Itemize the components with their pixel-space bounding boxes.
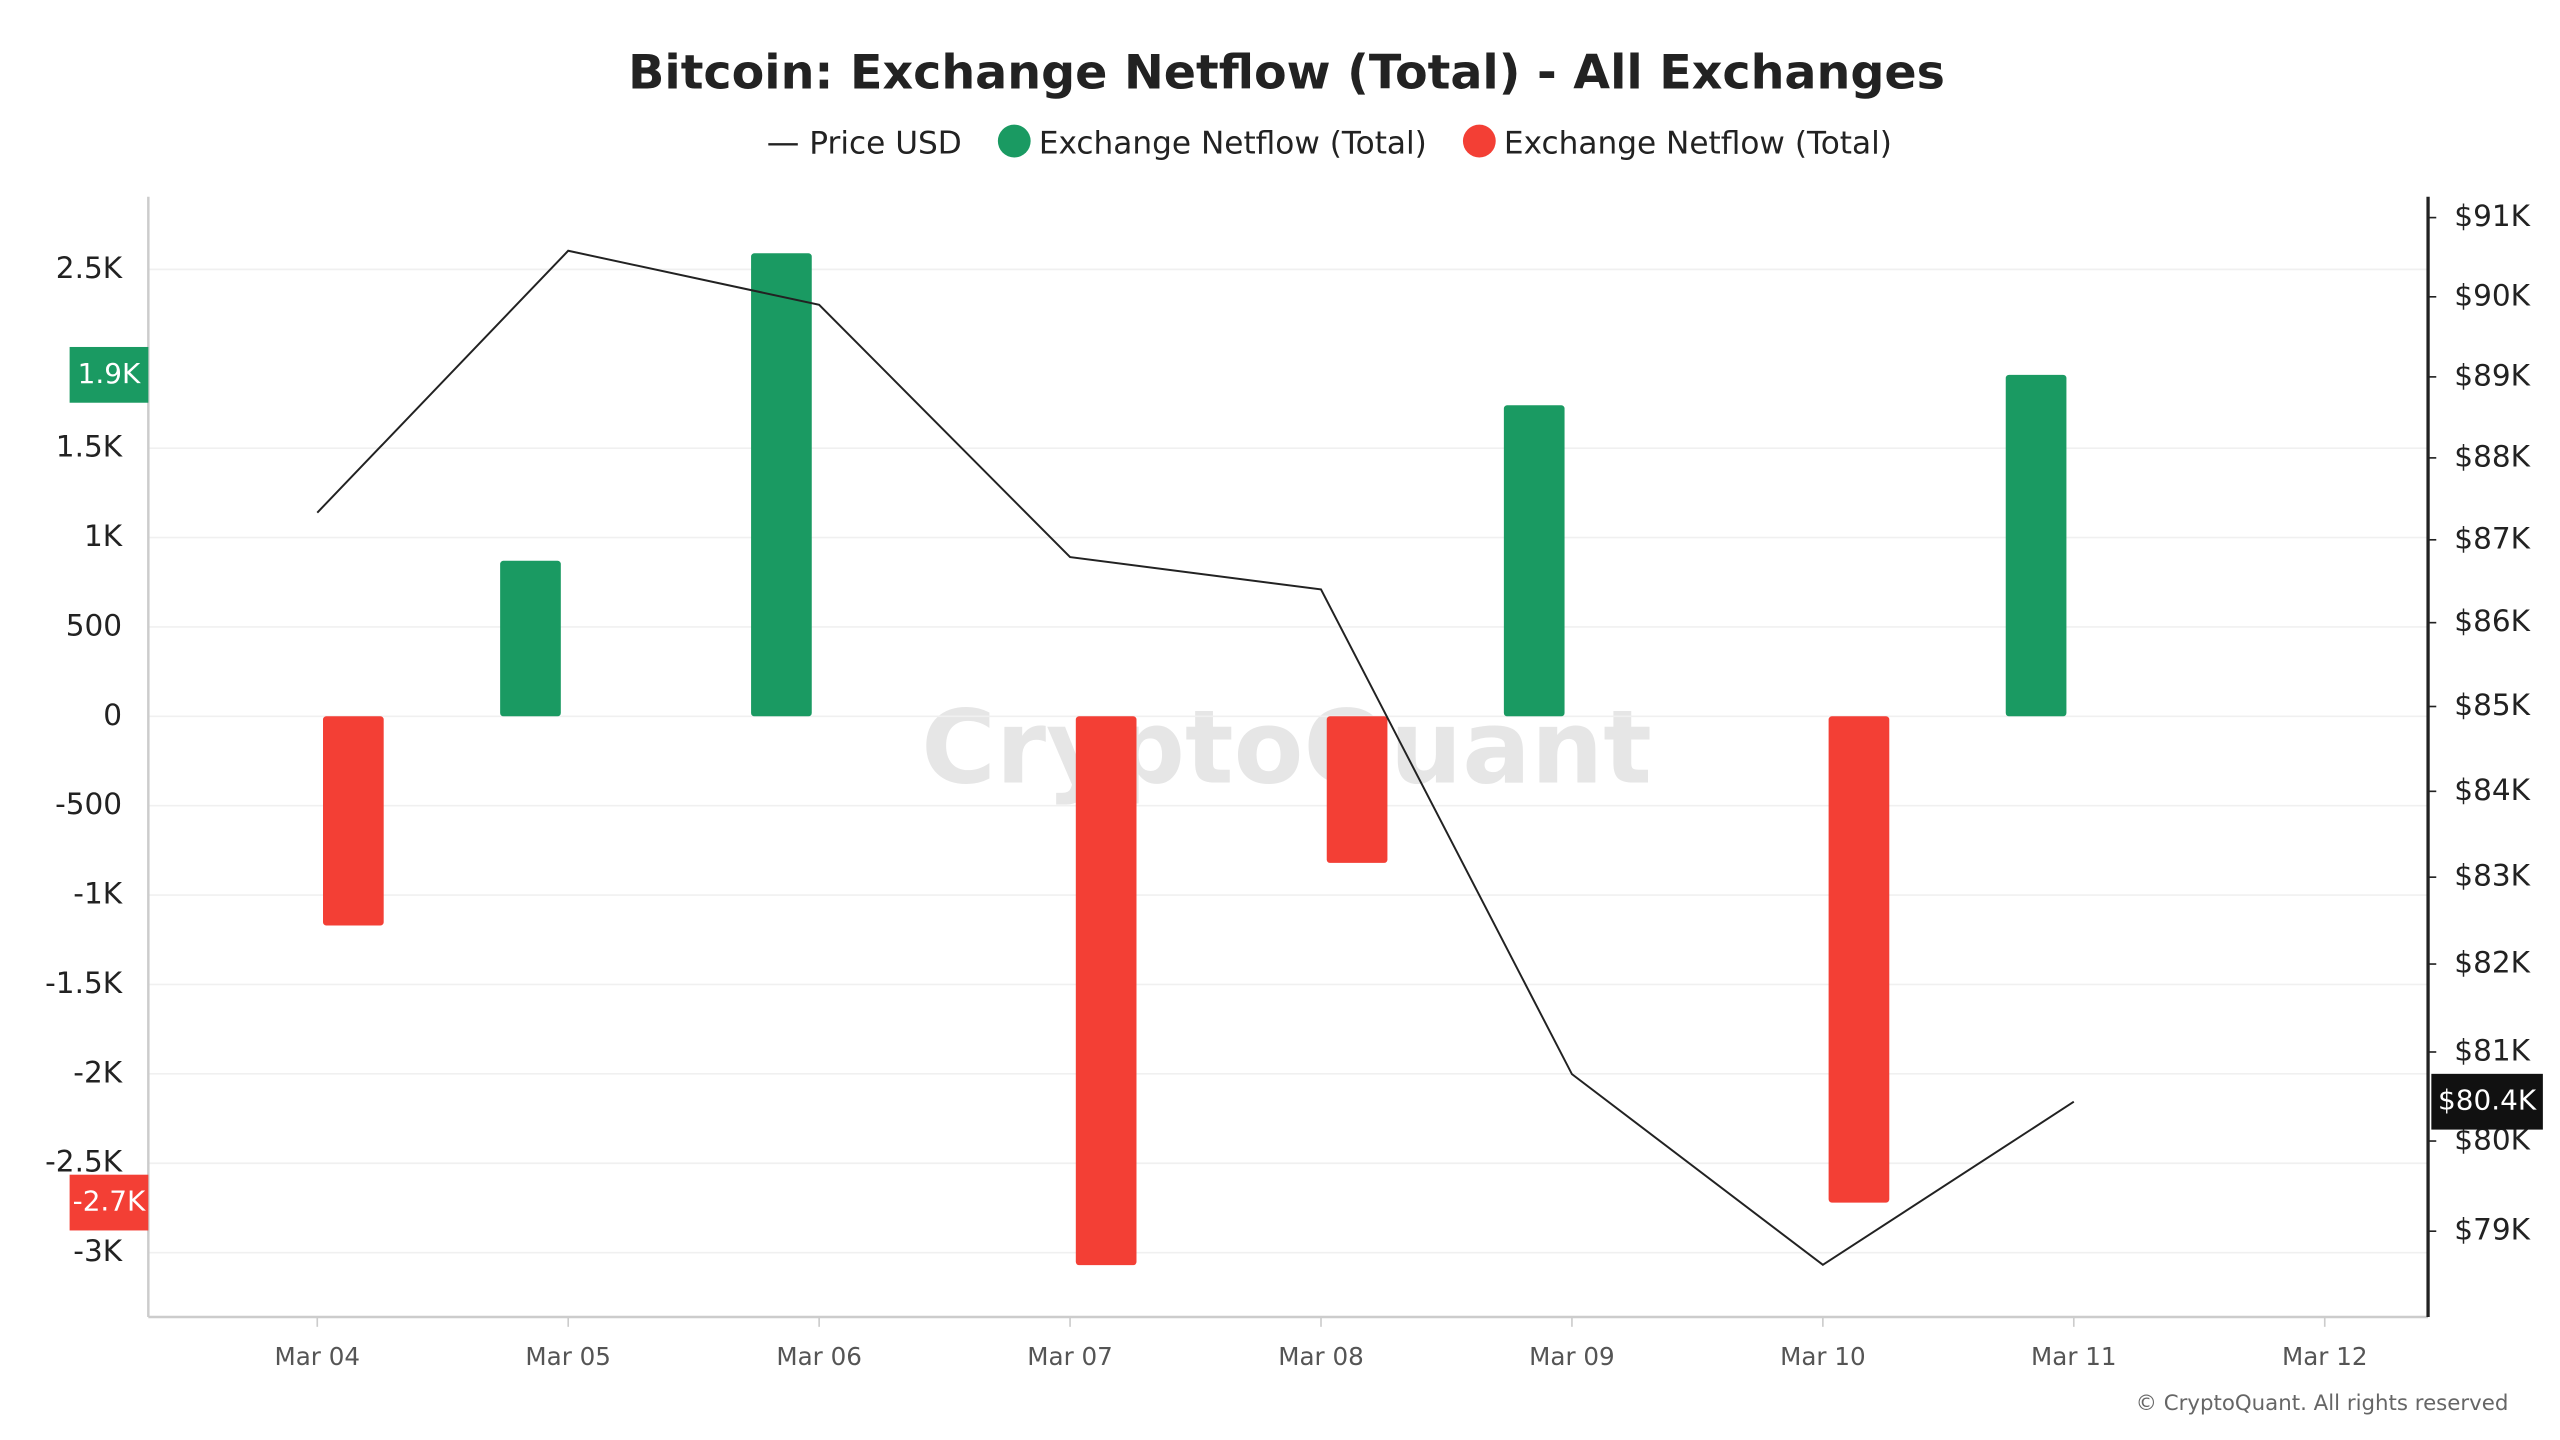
bar bbox=[751, 253, 812, 717]
y2-tick-label: $83K bbox=[2454, 859, 2530, 893]
legend-swatch bbox=[997, 124, 1031, 158]
bar bbox=[323, 716, 384, 926]
bar bbox=[1503, 405, 1565, 717]
y-tick-label: -3K bbox=[73, 1234, 122, 1268]
legend-label: Exchange Netflow (Total) bbox=[1039, 125, 1427, 161]
y-tick-label: -1K bbox=[73, 877, 122, 911]
y2-tick-label: $89K bbox=[2454, 358, 2530, 392]
x-tick-label: Mar 04 bbox=[275, 1342, 361, 1371]
x-tick-label: Mar 10 bbox=[1780, 1342, 1866, 1371]
y2-tick-label: $85K bbox=[2454, 688, 2530, 722]
bar bbox=[1828, 716, 1890, 1203]
bar bbox=[1326, 716, 1388, 863]
y-tick-label: 0 bbox=[103, 698, 122, 732]
y-tick-label: 1.5K bbox=[56, 430, 123, 464]
y2-tick-label: $88K bbox=[2454, 439, 2530, 473]
x-tick-label: Mar 06 bbox=[776, 1342, 862, 1371]
y-tick-label: -500 bbox=[55, 787, 122, 821]
value-badge bbox=[69, 1174, 149, 1231]
legend-swatch bbox=[1462, 124, 1496, 158]
x-tick-label: Mar 12 bbox=[2282, 1342, 2368, 1371]
y2-tick-label: $91K bbox=[2454, 199, 2530, 233]
bar bbox=[500, 560, 561, 717]
x-tick-label: Mar 08 bbox=[1278, 1342, 1364, 1371]
x-tick-label: Mar 05 bbox=[525, 1342, 611, 1371]
value-badge bbox=[69, 346, 149, 403]
y2-tick-label: $82K bbox=[2454, 946, 2530, 980]
y-tick-label: -2.5K bbox=[45, 1145, 123, 1179]
price-line bbox=[316, 249, 2075, 1267]
y-tick-label: 2.5K bbox=[56, 251, 123, 285]
value-label: $80.4K bbox=[2438, 1084, 2537, 1117]
value-badge bbox=[2431, 1073, 2543, 1130]
legend-label: Price USD bbox=[809, 125, 961, 161]
x-tick-label: Mar 11 bbox=[2031, 1342, 2117, 1371]
value-label: 1.9K bbox=[78, 357, 141, 390]
x-tick-label: Mar 07 bbox=[1027, 1342, 1113, 1371]
y2-tick-label: $86K bbox=[2454, 604, 2530, 638]
x-tick-label: Mar 09 bbox=[1529, 1342, 1615, 1371]
bar bbox=[1075, 716, 1137, 1266]
credit: © CryptoQuant. All rights reserved bbox=[2136, 1391, 2509, 1416]
y2-tick-label: $87K bbox=[2454, 521, 2530, 555]
y-tick-label: -1.5K bbox=[45, 966, 123, 1000]
y-tick-label: -2K bbox=[73, 1055, 122, 1089]
y-tick-label: 500 bbox=[66, 608, 122, 642]
y2-tick-label: $84K bbox=[2454, 773, 2530, 807]
y2-tick-label: $90K bbox=[2454, 278, 2530, 312]
legend-label: Exchange Netflow (Total) bbox=[1504, 125, 1892, 161]
bar bbox=[2005, 374, 2067, 717]
y2-tick-label: $81K bbox=[2454, 1033, 2530, 1067]
value-label: -2.7K bbox=[73, 1185, 146, 1218]
chart-title: Bitcoin: Exchange Netflow (Total) - All … bbox=[628, 45, 1945, 100]
y2-tick-label: $79K bbox=[2454, 1213, 2530, 1247]
y-tick-label: 1K bbox=[84, 519, 123, 553]
